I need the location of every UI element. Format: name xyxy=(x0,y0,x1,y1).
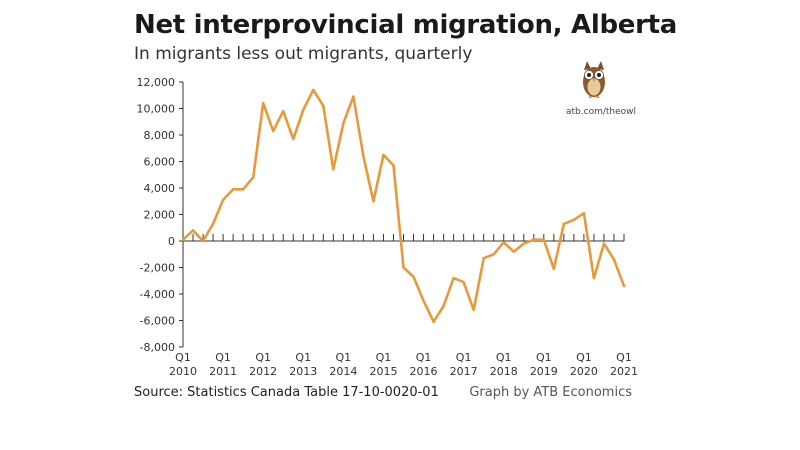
data-point xyxy=(322,104,325,108)
x-tick-label-quarter: Q1 xyxy=(616,351,632,364)
data-point xyxy=(452,276,455,280)
y-tick-label: -6,000 xyxy=(140,315,175,328)
data-point xyxy=(382,153,385,157)
data-point xyxy=(612,258,616,261)
data-point xyxy=(552,267,556,271)
data-point xyxy=(592,276,596,280)
x-tick-label-year: 2019 xyxy=(530,365,558,378)
y-axis: -8,000 -6,000 -4,000 -2,000 0 2,000 4,000 6,000… xyxy=(137,76,184,354)
x-tick-label-year: 2010 xyxy=(169,365,197,378)
x-tick-label-quarter: Q1 xyxy=(376,351,392,364)
data-point xyxy=(512,250,515,253)
y-tick-label: 4,000 xyxy=(144,182,176,195)
x-tick-label-year: 2021 xyxy=(610,365,638,378)
x-tick-label-year: 2011 xyxy=(209,365,237,378)
x-tick-label-quarter: Q1 xyxy=(336,351,352,364)
data-point xyxy=(482,257,485,260)
x-tick-label-year: 2013 xyxy=(289,365,317,378)
data-point xyxy=(251,176,255,179)
data-point xyxy=(572,218,576,221)
data-point xyxy=(412,275,415,278)
y-tick-label: 2,000 xyxy=(144,209,176,222)
data-point xyxy=(472,308,475,312)
data-point xyxy=(272,129,275,133)
data-point xyxy=(352,95,355,98)
chart-subtitle: In migrants less out migrants, quarterly xyxy=(134,44,473,64)
series-line-net-migration xyxy=(181,88,626,324)
data-point xyxy=(231,188,235,191)
x-tick-label-quarter: Q1 xyxy=(536,351,552,364)
data-point xyxy=(442,304,445,308)
data-point xyxy=(362,155,365,158)
data-point xyxy=(422,299,425,302)
data-point xyxy=(492,253,495,256)
data-point xyxy=(201,239,205,243)
x-tick-label-year: 2014 xyxy=(329,365,357,378)
y-tick-label: -2,000 xyxy=(140,262,175,275)
y-tick-label: 6,000 xyxy=(144,156,176,169)
x-tick-label-quarter: Q1 xyxy=(456,351,472,364)
y-tick-label: 8,000 xyxy=(144,129,176,142)
data-point xyxy=(261,102,265,105)
data-point xyxy=(302,108,305,112)
x-axis: Q12010Q12011Q12012Q12013Q12014Q12015Q120… xyxy=(169,234,638,378)
series-layer xyxy=(181,88,626,324)
x-tick-label-quarter: Q1 xyxy=(255,351,271,364)
y-tick-label: 10,000 xyxy=(137,103,176,116)
data-point xyxy=(221,198,225,202)
x-tick-label-quarter: Q1 xyxy=(295,351,311,364)
x-tick-label-year: 2017 xyxy=(450,365,478,378)
x-tick-label-quarter: Q1 xyxy=(496,351,512,364)
data-point xyxy=(402,266,405,269)
data-point xyxy=(181,238,185,241)
chart-title: Net interprovincial migration, Alberta xyxy=(134,10,677,40)
x-tick-label-year: 2018 xyxy=(490,365,518,378)
data-point xyxy=(332,168,335,171)
data-point xyxy=(502,241,505,244)
source-note: Source: Statistics Canada Table 17-10-00… xyxy=(134,385,439,400)
data-point xyxy=(342,121,345,125)
data-point xyxy=(542,238,546,241)
credit-note: Graph by ATB Economics xyxy=(469,385,632,400)
data-point xyxy=(211,222,215,225)
data-point xyxy=(532,238,535,241)
data-point xyxy=(462,280,465,284)
x-tick-label-quarter: Q1 xyxy=(175,351,191,364)
y-tick-label: 12,000 xyxy=(137,76,176,89)
data-point xyxy=(372,200,375,203)
x-tick-label-year: 2012 xyxy=(249,365,277,378)
y-tick-label: -4,000 xyxy=(140,288,175,301)
x-tick-label-quarter: Q1 xyxy=(576,351,592,364)
data-point xyxy=(522,242,525,245)
data-point xyxy=(292,137,295,141)
data-point xyxy=(622,284,626,288)
y-tick-label: 0 xyxy=(168,235,175,248)
data-point xyxy=(241,188,245,191)
data-point xyxy=(312,88,315,92)
y-tick-label: -8,000 xyxy=(140,341,175,354)
x-tick-label-year: 2016 xyxy=(410,365,438,378)
data-point xyxy=(432,320,435,324)
x-tick-label-year: 2015 xyxy=(369,365,397,378)
owl-icon xyxy=(583,61,605,98)
data-point xyxy=(191,229,195,232)
data-point xyxy=(602,242,606,245)
data-point xyxy=(392,164,395,167)
x-tick-label-quarter: Q1 xyxy=(215,351,231,364)
data-point xyxy=(282,109,285,113)
data-point xyxy=(582,211,586,215)
x-tick-label-year: 2020 xyxy=(570,365,598,378)
owl-logo-url: atb.com/theowl xyxy=(566,107,637,117)
x-tick-label-quarter: Q1 xyxy=(416,351,432,364)
data-point xyxy=(562,222,566,225)
